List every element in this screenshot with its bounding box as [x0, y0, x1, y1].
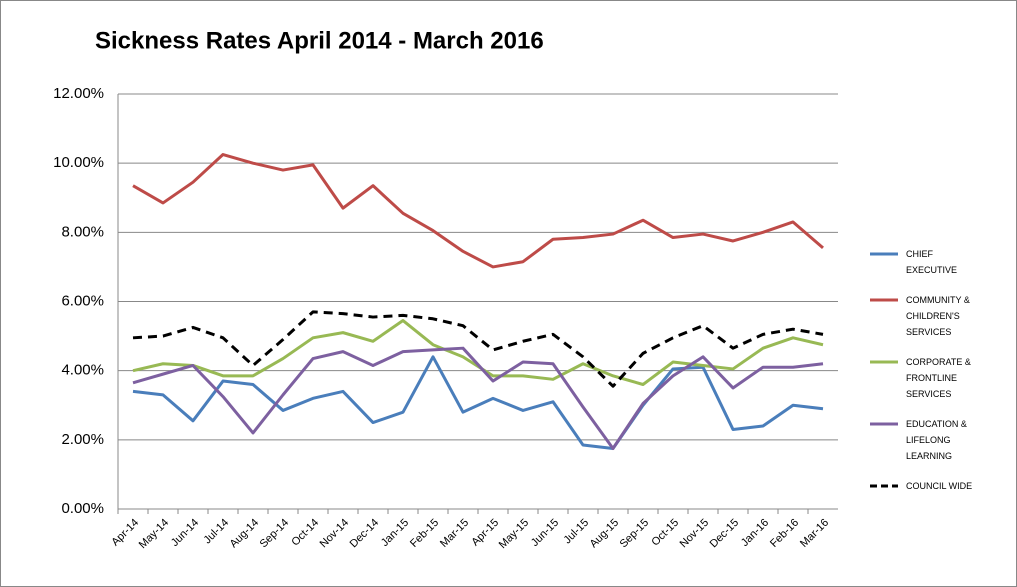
legend-label: COUNCIL WIDE — [906, 481, 973, 491]
legend: CHIEF EXECUTIVE COMMUNITY & CHILDREN'S SE… — [870, 246, 1010, 508]
legend-item: COUNCIL WIDE — [870, 478, 1010, 494]
legend-label: CORPORATE & FRONTLINE SERVICES — [906, 357, 971, 399]
legend-label: EDUCATION & LIFELONG LEARNING — [906, 419, 967, 461]
y-tick-label: 10.00% — [53, 154, 104, 171]
legend-label: COMMUNITY & CHILDREN'S SERVICES — [906, 295, 970, 337]
y-tick-label: 12.00% — [53, 85, 104, 102]
y-tick-label: 2.00% — [61, 431, 104, 448]
y-tick-label: 4.00% — [61, 362, 104, 379]
y-tick-label: 8.00% — [61, 223, 104, 240]
series-line — [132, 153, 824, 269]
legend-swatch — [870, 422, 898, 426]
legend-swatch — [870, 252, 898, 256]
legend-item: EDUCATION & LIFELONG LEARNING — [870, 416, 1010, 464]
legend-swatch — [870, 360, 898, 364]
series-line — [132, 310, 824, 388]
y-tick-label: 0.00% — [61, 500, 104, 517]
legend-swatch — [870, 298, 898, 302]
series-line — [132, 346, 824, 450]
chart-title: Sickness Rates April 2014 - March 2016 — [95, 27, 544, 54]
series-line — [132, 355, 824, 450]
legend-item: COMMUNITY & CHILDREN'S SERVICES — [870, 292, 1010, 340]
legend-item: CHIEF EXECUTIVE — [870, 246, 1010, 278]
legend-label: CHIEF EXECUTIVE — [906, 249, 958, 275]
legend-item: CORPORATE & FRONTLINE SERVICES — [870, 354, 1010, 402]
y-tick-label: 6.00% — [61, 292, 104, 309]
legend-swatch — [870, 484, 898, 488]
